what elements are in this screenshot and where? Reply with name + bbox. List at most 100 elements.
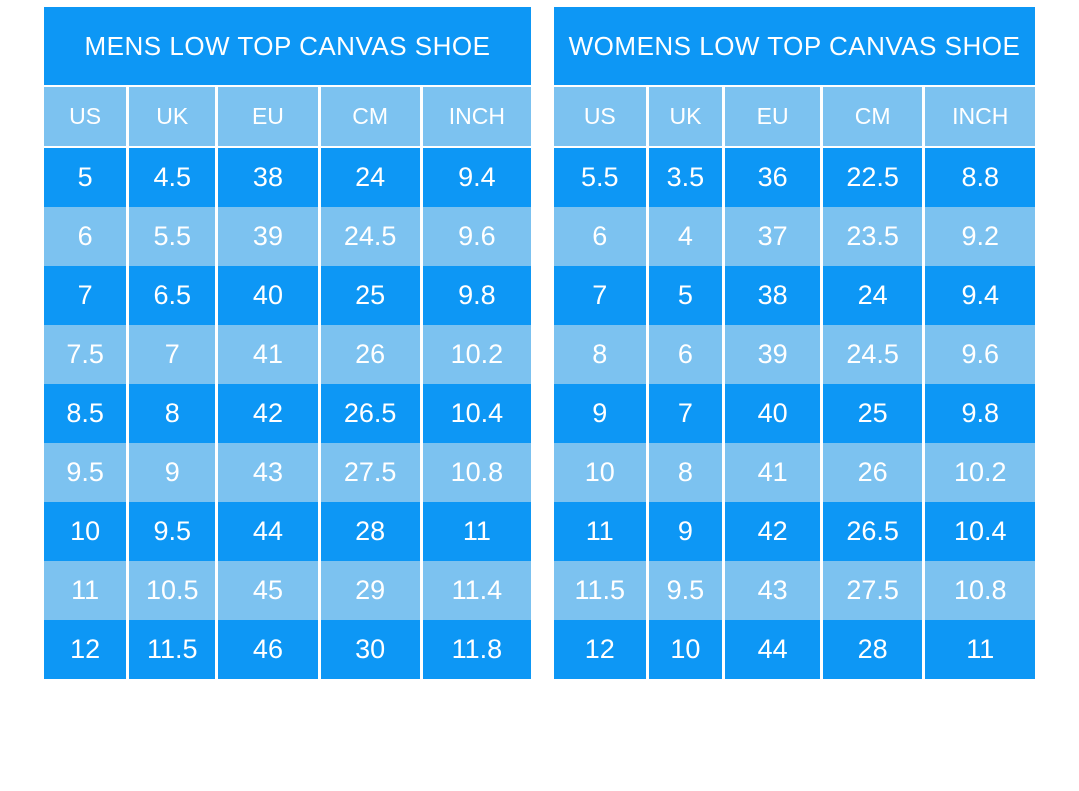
size-cell: 28 — [320, 502, 420, 561]
size-cell: 9 — [648, 502, 723, 561]
size-cell: 7.5 — [44, 325, 127, 384]
size-cell: 3.5 — [648, 148, 723, 207]
size-cell: 39 — [218, 207, 318, 266]
column-header-cm: CM — [320, 87, 420, 146]
size-cell: 6 — [44, 207, 127, 266]
size-cell: 8 — [554, 325, 646, 384]
size-cell: 9.8 — [925, 384, 1035, 443]
size-cell: 9.4 — [422, 148, 531, 207]
size-cell: 43 — [725, 561, 820, 620]
size-cell: 26.5 — [320, 384, 420, 443]
size-cell: 45 — [218, 561, 318, 620]
size-cell: 39 — [725, 325, 820, 384]
column-header-eu: EU — [725, 87, 820, 146]
size-cell: 40 — [725, 384, 820, 443]
size-cell: 25 — [320, 266, 420, 325]
size-cell: 11 — [422, 502, 531, 561]
size-cell: 8 — [648, 443, 723, 502]
size-cell: 8.8 — [925, 148, 1035, 207]
womens-chart-title: WOMENS LOW TOP CANVAS SHOE — [554, 7, 1035, 85]
size-cell: 5 — [648, 266, 723, 325]
size-cell: 26 — [320, 325, 420, 384]
size-cell: 24.5 — [822, 325, 923, 384]
womens-header-row: US UK EU CM INCH — [554, 87, 1035, 146]
size-cell: 26 — [822, 443, 923, 502]
size-cell: 8.5 — [44, 384, 127, 443]
size-cell: 11.8 — [422, 620, 531, 679]
size-cell: 11 — [554, 502, 646, 561]
size-cell: 9.5 — [44, 443, 127, 502]
size-cell: 43 — [218, 443, 318, 502]
size-cell: 22.5 — [822, 148, 923, 207]
size-cell: 4.5 — [129, 148, 216, 207]
size-cell: 6 — [648, 325, 723, 384]
column-header-uk: UK — [648, 87, 723, 146]
size-cell: 9.6 — [925, 325, 1035, 384]
size-cell: 11 — [925, 620, 1035, 679]
size-cell: 5.5 — [129, 207, 216, 266]
size-cell: 7 — [44, 266, 127, 325]
size-cell: 10.2 — [925, 443, 1035, 502]
size-cell: 24 — [822, 266, 923, 325]
size-cell: 9.8 — [422, 266, 531, 325]
size-cell: 10.8 — [422, 443, 531, 502]
mens-header-row: US UK EU CM INCH — [44, 87, 531, 146]
mens-chart-title: MENS LOW TOP CANVAS SHOE — [44, 7, 531, 85]
size-cell: 9.5 — [129, 502, 216, 561]
size-cell: 28 — [822, 620, 923, 679]
size-cell: 44 — [218, 502, 318, 561]
size-cell: 40 — [218, 266, 318, 325]
size-cell: 11.5 — [554, 561, 646, 620]
size-cell: 7 — [648, 384, 723, 443]
size-cell: 38 — [218, 148, 318, 207]
size-cell: 30 — [320, 620, 420, 679]
size-cell: 9.5 — [648, 561, 723, 620]
size-cell: 10 — [44, 502, 127, 561]
size-cell: 9 — [129, 443, 216, 502]
size-cell: 10.4 — [422, 384, 531, 443]
size-cell: 10 — [648, 620, 723, 679]
size-cell: 25 — [822, 384, 923, 443]
size-cell: 27.5 — [320, 443, 420, 502]
size-cell: 5.5 — [554, 148, 646, 207]
size-cell: 11.5 — [129, 620, 216, 679]
column-header-cm: CM — [822, 87, 923, 146]
size-cell: 6.5 — [129, 266, 216, 325]
womens-size-chart: WOMENS LOW TOP CANVAS SHOE US UK EU CM INCH … — [554, 7, 1035, 679]
size-cell: 29 — [320, 561, 420, 620]
size-cell: 8 — [129, 384, 216, 443]
size-cell: 41 — [725, 443, 820, 502]
size-cell: 37 — [725, 207, 820, 266]
size-cell: 7 — [554, 266, 646, 325]
size-cell: 10.4 — [925, 502, 1035, 561]
mens-table-body: 5 4.5 38 24 9.4 6 5.5 39 24.5 9.6 7 6.5 40 25 9.8 7.5 7 4… — [44, 148, 531, 679]
size-cell: 7 — [129, 325, 216, 384]
size-cell: 46 — [218, 620, 318, 679]
column-header-us: US — [44, 87, 127, 146]
size-cell: 10.8 — [925, 561, 1035, 620]
size-cell: 26.5 — [822, 502, 923, 561]
column-header-us: US — [554, 87, 646, 146]
size-cell: 24 — [320, 148, 420, 207]
size-cell: 11 — [44, 561, 127, 620]
size-cell: 10.2 — [422, 325, 531, 384]
size-cell: 10 — [554, 443, 646, 502]
size-cell: 27.5 — [822, 561, 923, 620]
size-cell: 23.5 — [822, 207, 923, 266]
size-cell: 9 — [554, 384, 646, 443]
size-cell: 9.2 — [925, 207, 1035, 266]
size-cell: 10.5 — [129, 561, 216, 620]
size-cell: 36 — [725, 148, 820, 207]
size-cell: 42 — [218, 384, 318, 443]
size-cell: 11.4 — [422, 561, 531, 620]
column-header-inch: INCH — [422, 87, 531, 146]
womens-table-body: 5.5 3.5 36 22.5 8.8 6 4 37 23.5 9.2 7 5 38 24 9.4 8 6 39 2… — [554, 148, 1035, 679]
size-cell: 9.6 — [422, 207, 531, 266]
column-header-eu: EU — [218, 87, 318, 146]
size-cell: 12 — [44, 620, 127, 679]
size-cell: 6 — [554, 207, 646, 266]
size-cell: 12 — [554, 620, 646, 679]
size-cell: 38 — [725, 266, 820, 325]
